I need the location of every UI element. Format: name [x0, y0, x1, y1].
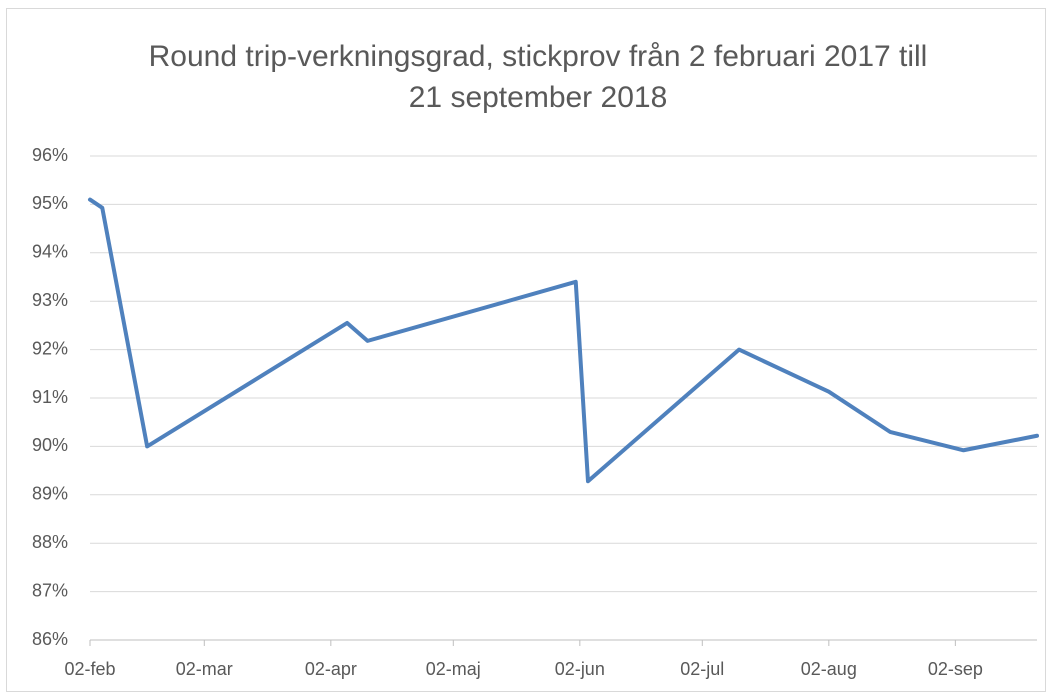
y-tick-label: 89%: [32, 484, 68, 504]
y-tick-label: 87%: [32, 580, 68, 600]
y-tick-label: 96%: [32, 145, 68, 165]
series-line: [88, 197, 1039, 484]
x-tick-label: 02-jul: [680, 659, 724, 679]
y-tick-label: 91%: [32, 387, 68, 407]
x-tick-label: 02-aug: [801, 659, 857, 679]
x-tick-label: 02-sep: [928, 659, 983, 679]
y-tick-label: 95%: [32, 193, 68, 213]
y-tick-label: 93%: [32, 290, 68, 310]
y-tick-label: 92%: [32, 338, 68, 358]
x-tick-label: 02-maj: [426, 659, 481, 679]
x-tick-label: 02-apr: [305, 659, 357, 679]
chart-frame: [6, 8, 1046, 692]
y-tick-label: 94%: [32, 242, 68, 262]
y-tick-label: 88%: [32, 532, 68, 552]
y-tick-label: 90%: [32, 435, 68, 455]
x-tick-label: 02-jun: [555, 659, 605, 679]
chart-title: Round trip-verkningsgrad, stickprov från…: [148, 40, 928, 114]
x-tick-label: 02-mar: [176, 659, 233, 679]
x-tick-label: 02-feb: [64, 659, 115, 679]
y-tick-label: 86%: [32, 629, 68, 649]
